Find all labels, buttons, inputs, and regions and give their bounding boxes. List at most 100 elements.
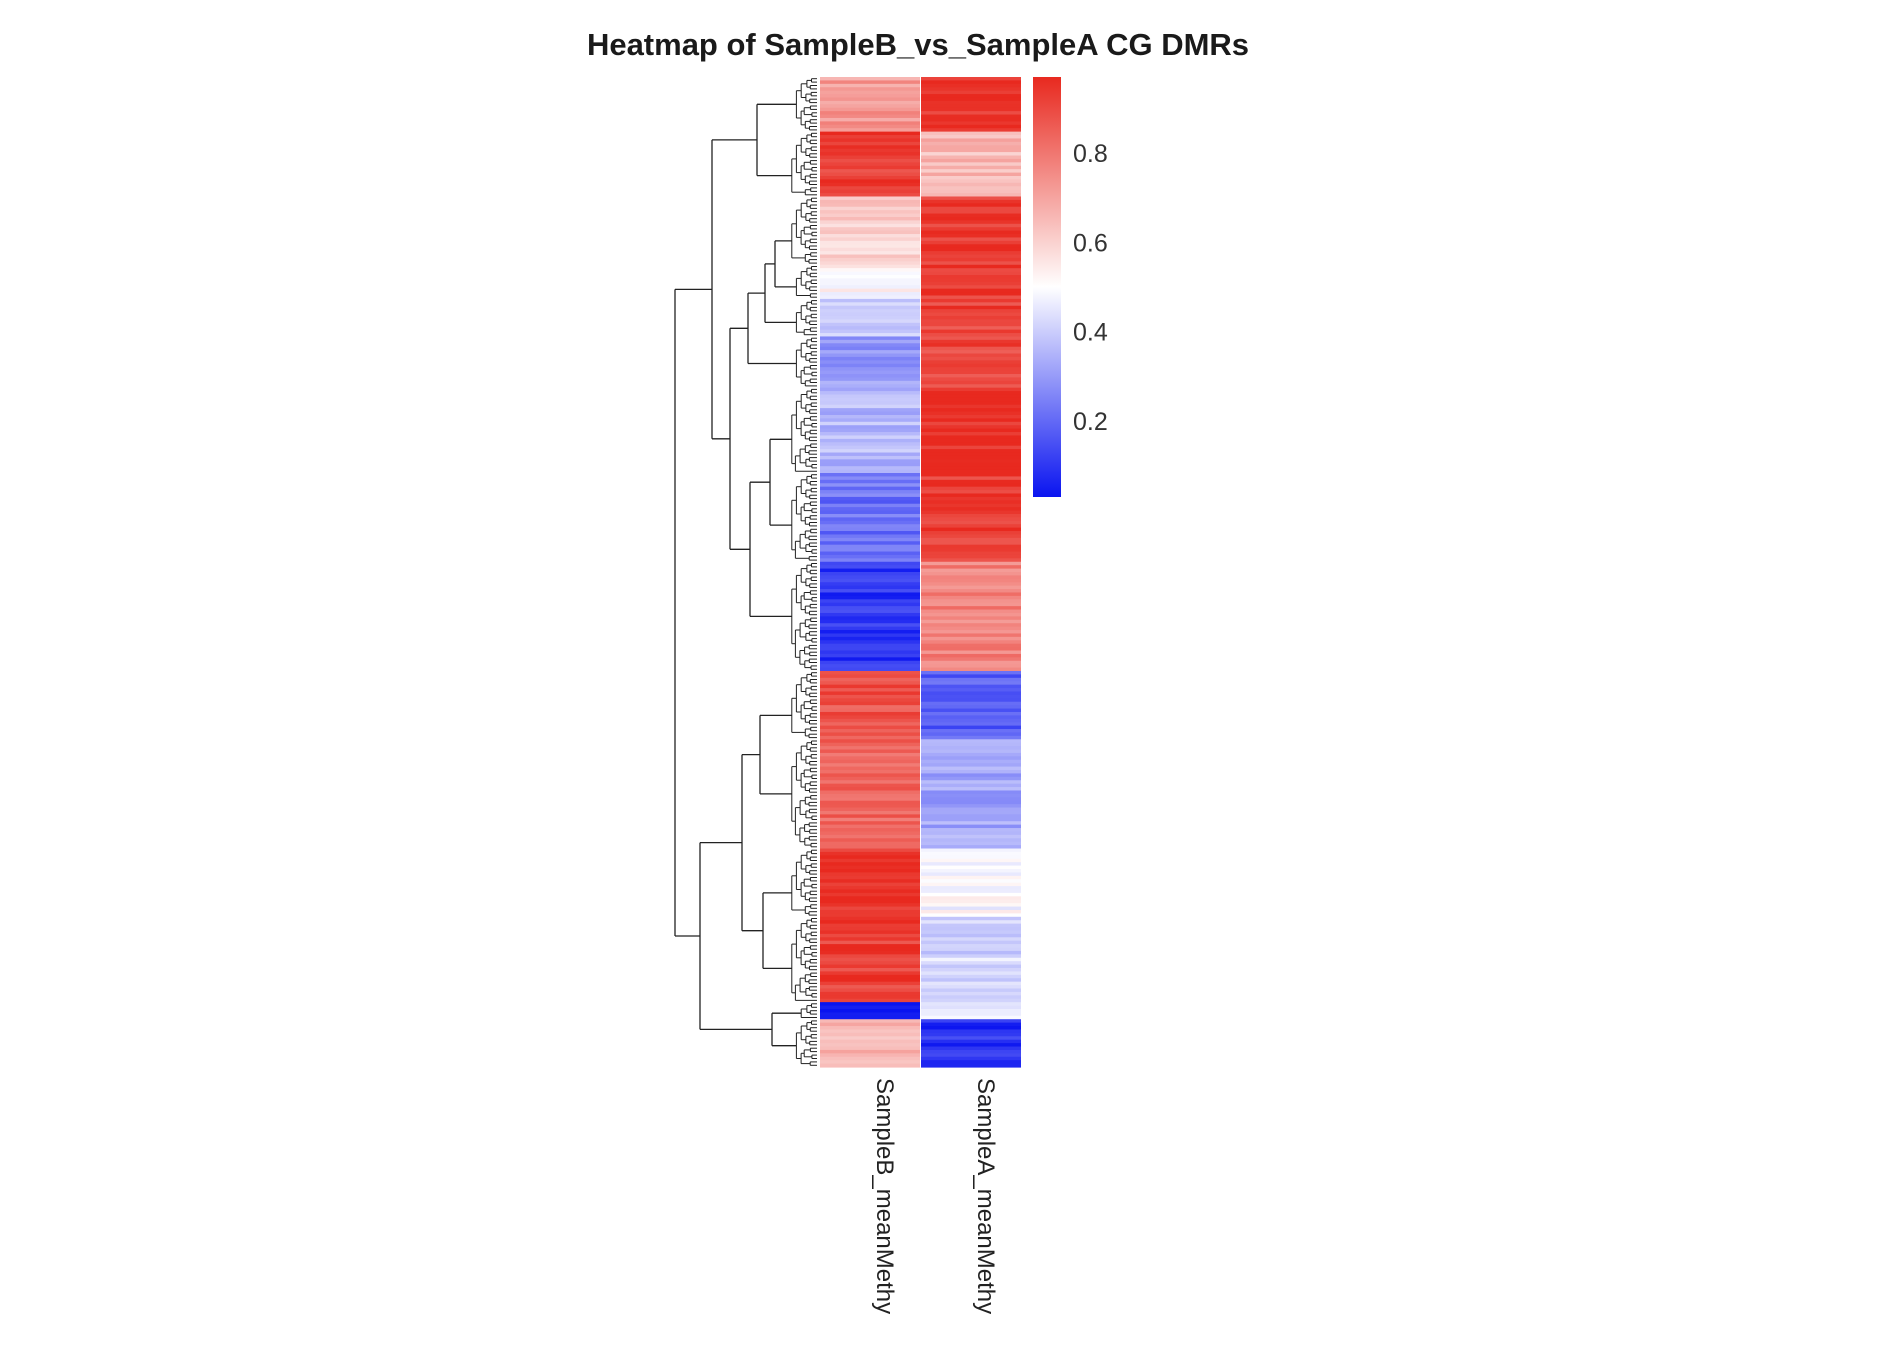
heatmap-cell bbox=[820, 353, 920, 358]
heatmap-cell bbox=[820, 234, 920, 239]
heatmap-cell bbox=[820, 346, 920, 351]
heatmap-cell bbox=[820, 438, 920, 443]
heatmap-cell bbox=[820, 889, 920, 894]
heatmap-cell bbox=[820, 500, 920, 505]
heatmap-cell bbox=[820, 223, 920, 228]
heatmap-cell bbox=[921, 838, 1021, 843]
heatmap-cell bbox=[921, 1002, 1021, 1007]
heatmap-cell bbox=[921, 718, 1021, 723]
heatmap-cell bbox=[820, 124, 920, 129]
colorbar-tick-label: 0.8 bbox=[1073, 140, 1108, 168]
heatmap-cell bbox=[820, 735, 920, 740]
heatmap-cell bbox=[921, 459, 1021, 464]
heatmap-cell bbox=[921, 988, 1021, 993]
heatmap-cell bbox=[820, 135, 920, 140]
heatmap-cell bbox=[820, 350, 920, 355]
heatmap-cell bbox=[921, 268, 1021, 273]
heatmap-cell bbox=[921, 186, 1021, 191]
heatmap-cell bbox=[820, 216, 920, 221]
heatmap-cell bbox=[820, 322, 920, 327]
heatmap-cell bbox=[820, 1026, 920, 1031]
heatmap-cell bbox=[820, 810, 920, 815]
heatmap-cell bbox=[820, 1039, 920, 1044]
heatmap-cell bbox=[921, 899, 1021, 904]
heatmap-cell bbox=[820, 459, 920, 464]
heatmap-cell bbox=[921, 343, 1021, 348]
heatmap-cell bbox=[921, 329, 1021, 334]
heatmap-cell bbox=[921, 257, 1021, 262]
heatmap-cell bbox=[820, 182, 920, 187]
heatmap-cell bbox=[820, 442, 920, 447]
heatmap-cell bbox=[921, 636, 1021, 641]
heatmap-cell bbox=[921, 773, 1021, 778]
heatmap-cell bbox=[820, 909, 920, 914]
heatmap-cell bbox=[820, 97, 920, 102]
heatmap-cell bbox=[921, 247, 1021, 252]
heatmap-cell bbox=[820, 916, 920, 921]
heatmap-cell bbox=[921, 991, 1021, 996]
heatmap-cell bbox=[921, 841, 1021, 846]
heatmap-cell bbox=[820, 793, 920, 798]
heatmap-cell bbox=[921, 418, 1021, 423]
heatmap-cell bbox=[820, 995, 920, 1000]
heatmap-cell bbox=[921, 432, 1021, 437]
heatmap-cell bbox=[820, 1022, 920, 1027]
heatmap-cell bbox=[820, 206, 920, 211]
heatmap-cell bbox=[820, 623, 920, 628]
heatmap-cell bbox=[921, 486, 1021, 491]
heatmap-cell bbox=[921, 681, 1021, 686]
heatmap-cell bbox=[921, 732, 1021, 737]
heatmap-cell bbox=[921, 708, 1021, 713]
heatmap-cell bbox=[820, 548, 920, 553]
heatmap-cell bbox=[921, 165, 1021, 170]
heatmap-cell bbox=[921, 322, 1021, 327]
heatmap-cell bbox=[820, 998, 920, 1003]
heatmap-cell bbox=[820, 694, 920, 699]
heatmap-cell bbox=[921, 824, 1021, 829]
heatmap-cell bbox=[921, 804, 1021, 809]
heatmap-cell bbox=[820, 172, 920, 177]
heatmap-cell bbox=[921, 950, 1021, 955]
heatmap-cell bbox=[820, 831, 920, 836]
heatmap-cell bbox=[820, 602, 920, 607]
heatmap-cell bbox=[820, 882, 920, 887]
heatmap-cell bbox=[820, 804, 920, 809]
heatmap-cell bbox=[921, 647, 1021, 652]
heatmap-cell bbox=[820, 1053, 920, 1058]
heatmap-cell bbox=[820, 117, 920, 122]
heatmap-cell bbox=[921, 455, 1021, 460]
heatmap-cell bbox=[820, 145, 920, 150]
heatmap-cell bbox=[820, 862, 920, 867]
heatmap-cell bbox=[820, 384, 920, 389]
heatmap-cell bbox=[921, 711, 1021, 716]
heatmap-cell bbox=[820, 479, 920, 484]
colorbar-tick-label: 0.2 bbox=[1073, 408, 1108, 436]
heatmap-cell bbox=[921, 759, 1021, 764]
heatmap-cell bbox=[921, 117, 1021, 122]
heatmap-cell bbox=[921, 927, 1021, 932]
heatmap-cell bbox=[921, 800, 1021, 805]
heatmap-cell bbox=[921, 585, 1021, 590]
heatmap-cell bbox=[921, 1005, 1021, 1010]
heatmap-cell bbox=[820, 684, 920, 689]
heatmap-cell bbox=[820, 729, 920, 734]
heatmap-cell bbox=[921, 882, 1021, 887]
heatmap-cell bbox=[820, 374, 920, 379]
colorbar-gradient bbox=[1033, 77, 1061, 497]
heatmap-cell bbox=[921, 643, 1021, 648]
heatmap-cell bbox=[921, 421, 1021, 426]
heatmap-cell bbox=[921, 503, 1021, 508]
heatmap-cell bbox=[820, 821, 920, 826]
heatmap-cell bbox=[921, 377, 1021, 382]
heatmap-cell bbox=[921, 1015, 1021, 1020]
heatmap-cell bbox=[921, 94, 1021, 99]
heatmap-cell bbox=[921, 906, 1021, 911]
heatmap-cell bbox=[921, 367, 1021, 372]
heatmap-cell bbox=[921, 851, 1021, 856]
heatmap-cell bbox=[820, 131, 920, 136]
heatmap-cell bbox=[820, 264, 920, 269]
colorbar-tick-label: 0.6 bbox=[1073, 229, 1108, 257]
heatmap-cell bbox=[921, 971, 1021, 976]
heatmap-cell bbox=[820, 152, 920, 157]
heatmap-cell bbox=[820, 411, 920, 416]
